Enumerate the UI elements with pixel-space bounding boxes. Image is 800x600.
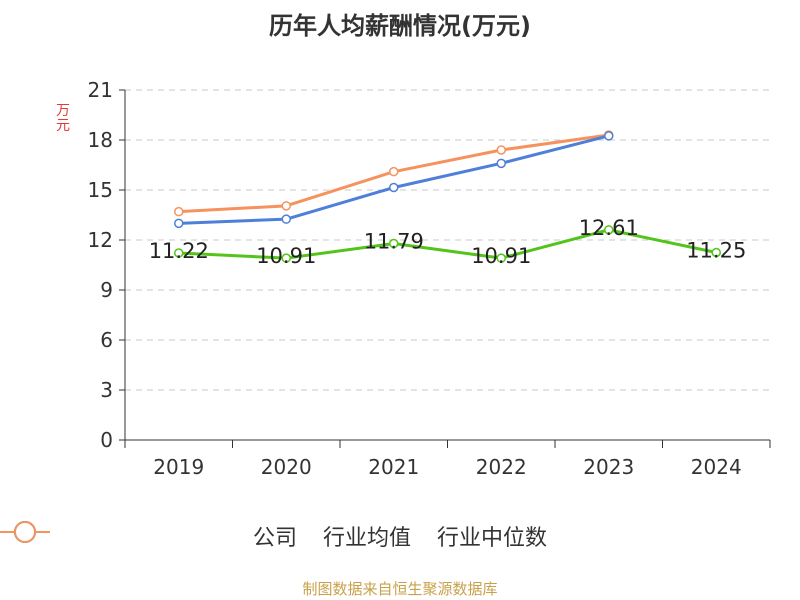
legend-item-industry-median[interactable]: 行业中位数 [0,520,548,552]
legend-line-marker-icon [0,521,50,543]
y-tick-label: 0 [100,428,113,452]
legend: 公司 行业均值 行业中位数 [0,520,800,552]
series-line-0 [178,228,717,260]
y-tick-label: 12 [88,228,113,252]
y-tick-label: 18 [88,128,113,152]
y-tick-label: 21 [88,78,113,102]
data-point [174,206,184,217]
y-tick-label: 6 [100,328,113,352]
data-point [711,247,721,258]
data-point [604,225,614,235]
legend-label-company: 公司 [252,526,297,551]
chart-title: 历年人均薪酬情况(万元) [269,12,531,40]
x-tick-label: 2022 [476,455,527,479]
data-point [174,218,184,229]
data-point [604,131,614,141]
legend-label-industry-mean: 行业均值 [322,526,411,551]
legend-label-industry-median: 行业中位数 [437,526,548,551]
x-tick-label: 2020 [261,455,312,479]
data-point [389,166,399,177]
legend-item-company[interactable]: 公司 [0,520,297,552]
data-label: 11.22 [149,239,209,263]
y-axis-label: 万元 [56,103,70,134]
data-point [174,248,184,258]
data-point [496,158,506,169]
data-point [281,214,291,224]
data-source-note: 制图数据来自恒生聚源数据库 [302,580,498,598]
data-label: 12.61 [579,216,639,240]
data-label: 10.91 [471,244,531,268]
y-tick-label: 3 [100,378,113,402]
series-line-1 [178,134,610,225]
data-point [389,238,399,249]
x-tick-label: 2023 [583,455,634,479]
x-tick-label: 2024 [691,455,742,479]
y-tick-label: 9 [100,278,113,302]
data-point [281,201,291,211]
data-label: 10.91 [256,244,316,268]
data-point [389,182,399,193]
x-tick-label: 2019 [153,455,204,479]
data-point [496,145,506,155]
data-label: 11.79 [364,230,424,254]
x-tick-label: 2021 [368,455,419,479]
legend-item-industry-mean[interactable]: 行业均值 [0,520,411,552]
y-tick-label: 15 [88,178,113,202]
data-label: 11.25 [686,239,746,263]
data-point [496,253,506,263]
data-point [281,253,291,263]
